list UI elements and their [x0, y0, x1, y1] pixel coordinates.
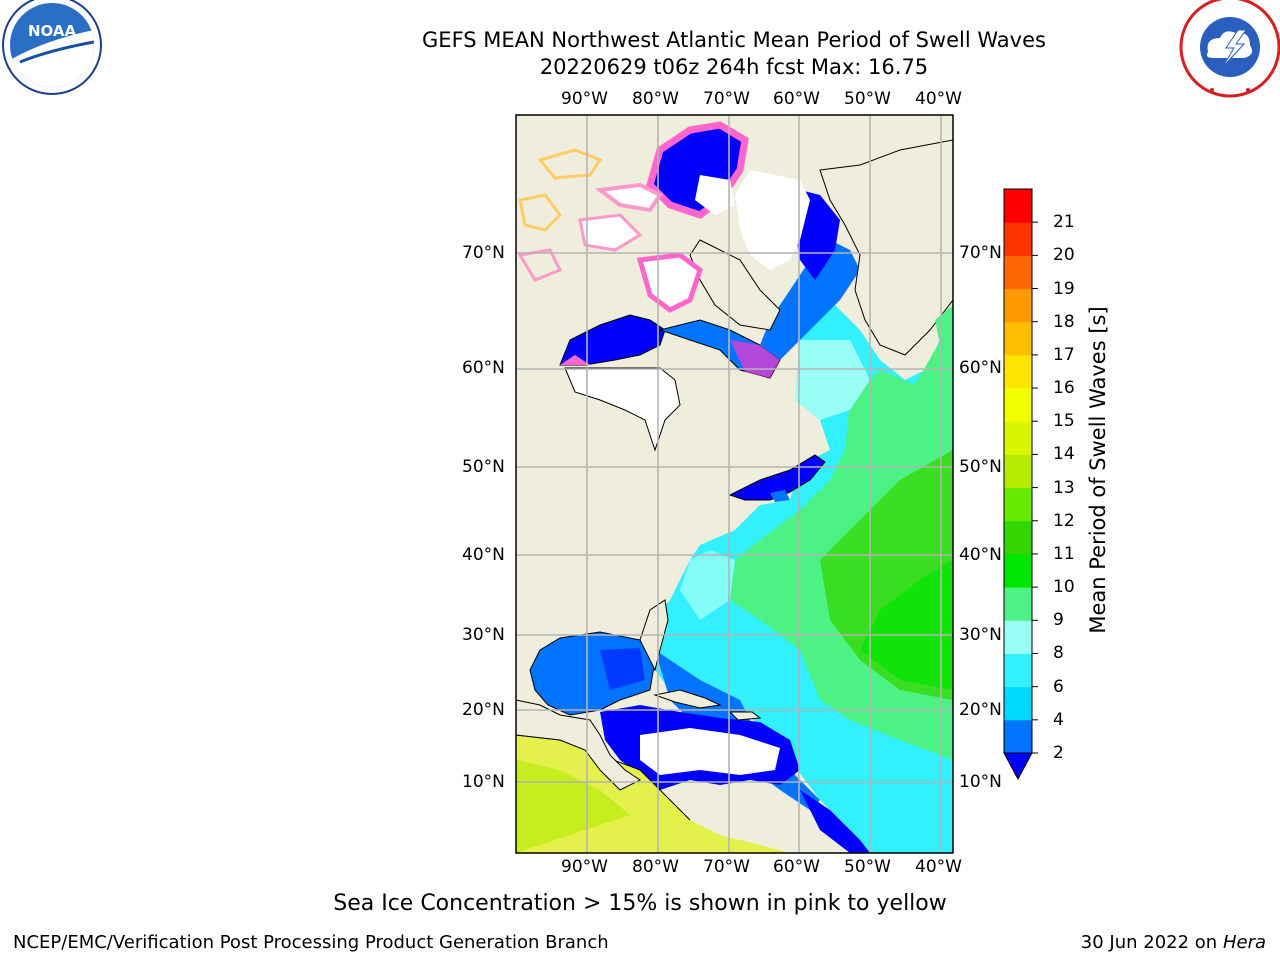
lat-label-right: 70°N	[959, 243, 1002, 263]
noaa-logo: NOAA	[2, 0, 102, 95]
lat-label-right: 50°N	[959, 457, 1002, 477]
colorbar-swatch	[1004, 487, 1032, 522]
colorbar-swatch	[1004, 719, 1032, 754]
colorbar-tick-label: 14	[1053, 444, 1075, 465]
colorbar	[1003, 188, 1038, 781]
lon-label-bottom: 70°W	[703, 857, 750, 877]
map-panel	[516, 115, 953, 853]
footer-machine: Hera	[1222, 932, 1266, 953]
colorbar-under-arrow	[1003, 752, 1033, 781]
lat-label-left: 60°N	[462, 358, 505, 378]
colorbar-tick-label: 20	[1053, 245, 1075, 266]
lon-label-bottom: 60°W	[773, 857, 820, 877]
colorbar-tick-label: 4	[1053, 709, 1064, 730]
colorbar-tick-label: 21	[1053, 212, 1075, 233]
colorbar-tick-label: 15	[1053, 411, 1075, 432]
colorbar-tick-label: 16	[1053, 378, 1075, 399]
colorbar-swatch	[1004, 189, 1032, 223]
colorbar-swatch	[1004, 222, 1032, 256]
lat-label-left: 50°N	[462, 457, 505, 477]
colorbar-swatch	[1004, 454, 1032, 489]
lon-label-bottom: 50°W	[844, 857, 891, 877]
colorbar-tick-label: 13	[1053, 477, 1075, 498]
lon-label-top: 60°W	[773, 89, 820, 109]
lon-label-bottom: 90°W	[561, 857, 608, 877]
colorbar-tick-label: 11	[1053, 543, 1075, 564]
colorbar-tick-label: 10	[1053, 577, 1075, 598]
lat-label-right: 20°N	[959, 700, 1002, 720]
lat-label-left: 20°N	[462, 700, 505, 720]
colorbar-tick-label: 9	[1053, 610, 1064, 631]
lon-label-top: 80°W	[632, 89, 679, 109]
colorbar-swatch	[1004, 653, 1032, 688]
footer-credit: NCEP/EMC/Verification Post Processing Pr…	[13, 932, 609, 953]
colorbar-tick-label: 2	[1053, 743, 1064, 763]
lat-label-right: 60°N	[959, 358, 1002, 378]
nws-logo	[1179, 0, 1280, 98]
footer-date: 30 Jun 2022 on Hera	[1081, 932, 1266, 953]
noaa-logo-text: NOAA	[28, 22, 77, 40]
lon-label-bottom: 40°W	[915, 857, 962, 877]
colorbar-tick-label: 18	[1053, 311, 1075, 332]
lat-label-left: 30°N	[462, 625, 505, 645]
sea-ice-note: Sea Ice Concentration > 15% is shown in …	[333, 891, 947, 916]
colorbar-swatch	[1004, 620, 1032, 654]
colorbar-swatch	[1004, 421, 1032, 455]
lat-label-left: 40°N	[462, 545, 505, 565]
map-title: GEFS MEAN Northwest Atlantic Mean Period…	[422, 28, 1046, 52]
lon-label-bottom: 80°W	[632, 857, 679, 877]
colorbar-swatch	[1004, 686, 1032, 721]
lat-label-right: 40°N	[959, 545, 1002, 565]
labrador-sea	[760, 240, 860, 360]
colorbar-tick-label: 12	[1053, 510, 1075, 531]
colorbar-label: Mean Period of Swell Waves [s]	[1086, 306, 1110, 634]
lon-label-top: 40°W	[915, 89, 962, 109]
colorbar-swatch	[1004, 321, 1032, 356]
lon-label-top: 50°W	[844, 89, 891, 109]
colorbar-swatch	[1004, 255, 1032, 290]
map-gridlines	[516, 115, 953, 853]
colorbar-swatch	[1004, 520, 1032, 555]
footer-date-text: 30 Jun 2022 on	[1080, 932, 1218, 953]
colorbar-frame	[1003, 188, 1033, 754]
colorbar-swatch	[1004, 587, 1032, 621]
lat-label-left: 70°N	[462, 243, 505, 263]
lat-label-right: 30°N	[959, 625, 1002, 645]
map-subtitle: 20220629 t06z 264h fcst Max: 16.75	[539, 55, 929, 79]
colorbar-swatch	[1004, 388, 1032, 422]
colorbar-tick-label: 17	[1053, 344, 1075, 365]
ocean-swell-field	[650, 300, 953, 853]
lon-label-top: 90°W	[561, 89, 608, 109]
lat-label-left: 10°N	[462, 772, 505, 792]
lat-label-right: 10°N	[959, 772, 1002, 792]
greenland	[819, 139, 953, 356]
colorbar-swatch	[1004, 354, 1032, 389]
colorbar-tick-label: 6	[1053, 676, 1064, 697]
colorbar-swatch	[1004, 288, 1032, 323]
lon-label-top: 70°W	[703, 89, 750, 109]
colorbar-tick-label: 19	[1053, 278, 1075, 299]
colorbar-tick-label: 8	[1053, 643, 1064, 664]
colorbar-swatch	[1004, 553, 1032, 588]
